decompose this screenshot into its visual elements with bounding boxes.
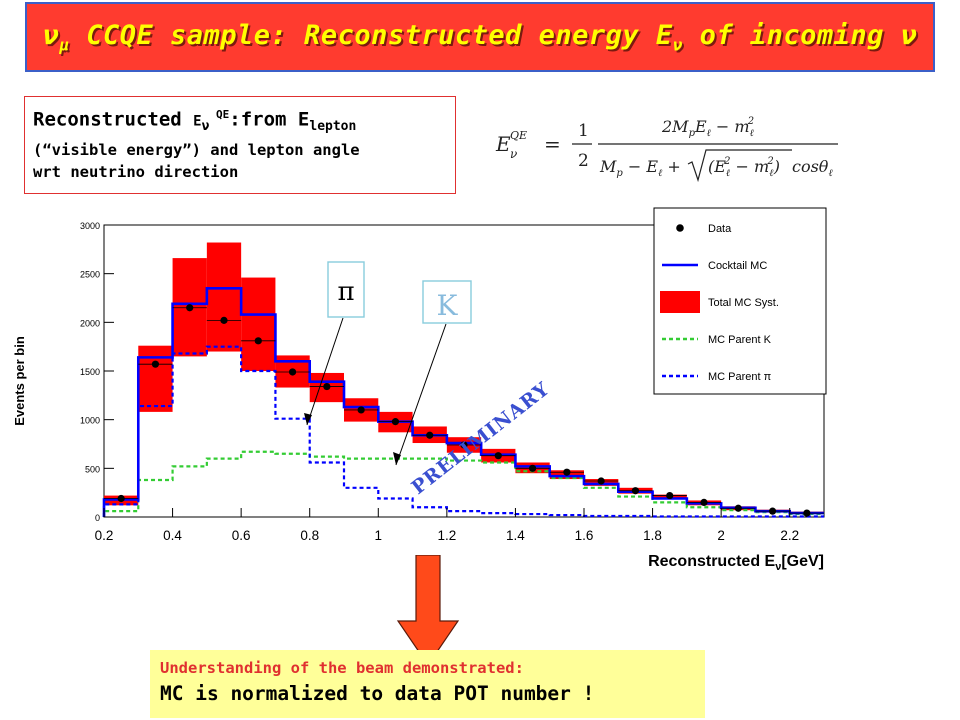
legend-label: Cocktail MC — [708, 260, 767, 272]
data-point — [768, 507, 777, 515]
data-point — [528, 464, 537, 472]
title-nu-sub: ν — [672, 35, 683, 55]
legend-symbol-dot — [676, 224, 684, 232]
formula-lhs: E — [495, 132, 511, 156]
pi-pointer-line — [306, 317, 344, 426]
x-tick-label: 2 — [717, 528, 725, 543]
den-sqrt-inner: (Eℓ2 − mℓ2) — [708, 156, 780, 179]
recon-lepton: lepton — [309, 119, 357, 135]
y-tick-label: 1000 — [80, 416, 100, 426]
data-point — [803, 509, 811, 517]
x-tick-label: 1.4 — [506, 528, 525, 543]
series-cocktail-mc — [102, 286, 824, 517]
data-point — [460, 441, 468, 449]
energy-histogram: 0.2 0.4 0.6 0.8 1 1.2 1.4 1.6 1.8 2 2.2 0 500 1000 150… — [12, 207, 827, 573]
num-2m: 2MpEℓ − mℓ2 — [661, 116, 754, 139]
syst-band — [241, 277, 276, 371]
data-point — [426, 431, 434, 439]
y-tick-label: 3000 — [80, 221, 100, 231]
syst-band — [206, 242, 242, 352]
data-point — [357, 406, 365, 414]
x-tick-label: 0.6 — [232, 528, 251, 543]
title-tail: of incoming ν — [682, 19, 918, 51]
den-text: Mp − Eℓ + — [599, 157, 681, 179]
formula-numerator: 2MpEℓ − mℓ2 — [661, 116, 754, 139]
recon-e: E — [193, 113, 202, 130]
data-point — [288, 368, 297, 376]
formula-lhs-sup: QE — [510, 129, 527, 142]
legend-label: Total MC Syst. — [708, 297, 779, 309]
legend-label: MC Parent π — [708, 371, 772, 383]
data-point — [494, 452, 502, 460]
recon-prefix: Reconstructed — [33, 108, 194, 131]
data-point — [597, 477, 605, 485]
data-point — [563, 468, 571, 476]
k-label-box — [422, 280, 472, 324]
data-point — [151, 360, 160, 368]
data-point — [186, 304, 194, 312]
x-tick-label: 1.2 — [437, 528, 456, 543]
sqrt-sign-icon — [687, 149, 792, 183]
legend-symbol-box — [660, 291, 700, 313]
data-point — [666, 491, 674, 500]
x-tick-label: 0.2 — [95, 528, 114, 543]
down-arrow-icon — [396, 555, 460, 667]
x-tick-label: 1 — [375, 528, 383, 543]
legend-label: Data — [708, 223, 732, 235]
k-pointer-line — [395, 323, 447, 466]
title-banner: νμ CCQE sample: Reconstructed energy Eν … — [25, 2, 935, 72]
data-point — [631, 487, 640, 495]
series-parent-k — [102, 450, 824, 517]
k-label: K — [437, 289, 459, 322]
y-tick-label: 500 — [85, 464, 100, 474]
conclusion-line-1: Understanding of the beam demonstrated: — [160, 659, 524, 677]
x-tick-label: 2.2 — [780, 528, 799, 543]
data-point — [391, 418, 400, 426]
y-tick-label: 1500 — [80, 367, 100, 377]
data-point — [323, 382, 331, 391]
pi-label-box — [327, 261, 365, 318]
recon-line-1: Reconstructed Eν QE:from Elepton — [33, 103, 447, 139]
x-tick-label: 1.6 — [575, 528, 594, 543]
energy-formula: E QE ν = 1 2 2MpEℓ − mℓ2 Mp − Eℓ + (Eℓ2 … — [495, 116, 838, 183]
reconstruction-note: Reconstructed Eν QE:from Elepton (“visib… — [24, 96, 456, 194]
formula-eq: = — [544, 132, 561, 156]
y-axis-label: Events per bin — [12, 336, 27, 426]
slide-title: νμ CCQE sample: Reconstructed energy Eν … — [43, 20, 918, 54]
recon-from: :from E — [229, 108, 310, 131]
data-point — [700, 498, 708, 506]
formula-denominator: Mp − Eℓ + (Eℓ2 − mℓ2) cosθℓ — [599, 149, 833, 183]
data-point — [117, 494, 125, 503]
x-tick-label: 1.8 — [643, 528, 662, 543]
x-tick-label: 0.8 — [300, 528, 319, 543]
title-main: CCQE sample: Reconstructed energy E — [69, 19, 673, 51]
conclusion-box: Understanding of the beam demonstrated: … — [150, 650, 705, 718]
recon-line-2: (“visible energy”) and lepton angle — [33, 141, 360, 160]
formula-lhs-sub: ν — [510, 147, 517, 161]
recon-nu: ν — [201, 119, 210, 135]
formula-half-den: 2 — [578, 151, 589, 171]
y-tick-label: 2000 — [80, 318, 100, 328]
k-pointer-head — [393, 452, 401, 465]
recon-line-3: wrt neutrino direction — [33, 163, 239, 182]
title-nu: ν — [42, 19, 60, 51]
series-parent-pi — [102, 345, 824, 518]
pi-label: π — [337, 277, 354, 307]
pi-pointer-head — [304, 413, 312, 425]
conclusion-line-2: MC is normalized to data POT number ! — [160, 682, 595, 705]
recon-qe: QE — [209, 108, 230, 121]
title-mu-sub: μ — [59, 35, 70, 55]
y-tick-label: 0 — [95, 513, 100, 523]
data-point — [220, 316, 228, 324]
den-cos: cosθℓ — [792, 157, 833, 179]
data-point — [254, 337, 262, 345]
legend-label: MC Parent K — [708, 334, 772, 346]
syst-band — [138, 345, 173, 412]
data-point — [734, 504, 742, 512]
y-tick-label: 2500 — [80, 270, 100, 280]
x-tick-label: 0.4 — [163, 528, 182, 543]
formula-half-num: 1 — [578, 121, 589, 141]
x-axis-label: Reconstructed Eν[GeV] — [648, 553, 824, 573]
